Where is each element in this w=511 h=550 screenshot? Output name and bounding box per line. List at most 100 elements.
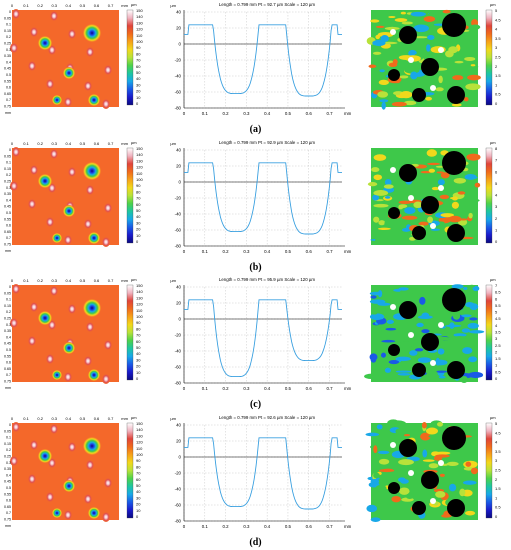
surface-peak <box>64 97 72 107</box>
colorbar <box>126 9 134 106</box>
profile-y-tick: 20 <box>176 163 181 168</box>
y-tick-label: 0.3 <box>6 460 11 464</box>
x-tick-label: 0.3 <box>51 278 57 283</box>
colorbar-tick: 0 <box>495 514 498 519</box>
y-tick-label: 0.7 <box>6 373 11 377</box>
colorbar-tick: 1 <box>495 82 498 87</box>
y-tick-label: mm <box>5 386 11 390</box>
colorbar-tick: 1 <box>495 227 498 232</box>
colorbar-tick: 90 <box>136 320 141 325</box>
surface-peak <box>30 164 38 175</box>
residual-patch <box>449 196 458 199</box>
left-surface-map: 0 0.1 0.2 0.3 0.4 0.5 0.6 0.7 mm 0 0.05 0.1 0.15 0.2 0… <box>4 140 143 253</box>
colorbar-tick: 0 <box>136 239 139 244</box>
colorbar <box>126 422 134 518</box>
residual-patch <box>418 221 429 226</box>
residual-patch <box>375 329 382 333</box>
surface-peak <box>86 459 94 470</box>
residual-patch <box>394 18 408 22</box>
left-surface-map: 0 0.1 0.2 0.3 0.4 0.5 0.6 0.7 mm 0 0.05 0.1 0.15 0.2 0… <box>4 2 143 115</box>
y-tick-label: 0 <box>9 148 11 152</box>
profile-y-tick: -40 <box>175 74 182 79</box>
colorbar-tick: 70 <box>136 333 141 338</box>
profile-y-tick: -60 <box>175 90 182 95</box>
residual-patch <box>397 373 411 376</box>
residual-patch <box>426 42 441 45</box>
masked-hole <box>421 195 439 214</box>
residual-patch <box>378 450 390 454</box>
y-tick-label: 0.2 <box>6 448 11 452</box>
y-tick-label: 0.35 <box>4 54 11 58</box>
colorbar-tick: 140 <box>136 14 143 19</box>
colorbar-tick: 2 <box>495 64 498 69</box>
residual-patch <box>384 178 392 186</box>
colorbar-tick: 130 <box>136 433 143 438</box>
x-tick-label: 0.4 <box>66 416 72 421</box>
residual-patch <box>465 461 472 467</box>
residual-patch <box>438 353 448 360</box>
y-tick-label: 0.2 <box>6 35 11 39</box>
profile-x-tick: 0.4 <box>264 386 271 391</box>
colorbar-tick: 0 <box>495 239 498 244</box>
profile-y-tick: 20 <box>176 301 181 306</box>
masked-peak <box>430 222 436 229</box>
residual-patch <box>373 216 380 223</box>
residual-patch <box>451 336 468 342</box>
y-tick-label: 0.35 <box>4 329 11 333</box>
colorbar-tick: 140 <box>136 427 143 432</box>
y-tick-label: 0.45 <box>4 204 11 208</box>
residual-patch <box>425 427 438 435</box>
colorbar-tick: 50 <box>136 70 141 75</box>
masked-hole <box>442 13 466 37</box>
dimple-mark <box>63 342 75 354</box>
profile-x-unit: mm <box>344 111 352 116</box>
residual-patch <box>409 350 418 356</box>
colorbar-tick: 0.5 <box>495 504 501 509</box>
masked-hole <box>388 69 400 81</box>
x-tick-label: 0.6 <box>94 141 100 146</box>
colorbar-tick: 80 <box>136 51 141 56</box>
surface-peak <box>68 166 76 177</box>
profile-y-tick: -80 <box>175 243 182 248</box>
colorbar-tick: 8 <box>495 146 498 151</box>
residual-patch <box>446 461 459 466</box>
residual-patch <box>462 479 477 485</box>
profile-chart: Length = 0.799 mm Pt = 92.6 µm Scale = 1… <box>170 415 351 529</box>
x-tick-label: 0.3 <box>51 3 57 8</box>
colorbar-tick: 50 <box>136 345 141 350</box>
colorbar-tick: 2.5 <box>495 55 501 60</box>
profile-x-tick: 0.4 <box>264 111 271 116</box>
colorbar-tick: 130 <box>136 295 143 300</box>
y-tick-label: 0.75 <box>4 517 11 521</box>
profile-x-tick: 0.4 <box>264 524 271 529</box>
residual-patch <box>463 97 469 102</box>
colorbar-tick: 70 <box>136 470 141 475</box>
left-surface-map: 0 0.1 0.2 0.3 0.4 0.5 0.6 0.7 mm 0 0.05 0.1 0.15 0.2 0… <box>4 415 143 528</box>
residual-patch <box>422 458 435 462</box>
masked-peak <box>408 469 414 476</box>
profile-y-tick: 20 <box>176 26 181 31</box>
masked-peak <box>438 47 444 53</box>
surface-background <box>12 147 119 245</box>
residual-patch <box>465 496 478 501</box>
residual-patch <box>410 11 426 17</box>
profile-y-tick: -80 <box>175 381 182 386</box>
residual-patch <box>403 433 411 436</box>
residual-patch <box>377 302 391 306</box>
colorbar-tick: 4.5 <box>495 17 501 22</box>
residual-patch <box>372 39 386 47</box>
colorbar-tick: 100 <box>136 314 143 319</box>
residual-patch <box>373 173 383 180</box>
residual-patch <box>442 9 451 14</box>
residual-patch <box>467 74 481 81</box>
surface-background <box>12 285 119 382</box>
residual-patch <box>377 227 391 230</box>
colorbar-tick: 20 <box>136 364 141 369</box>
residual-patch <box>373 153 387 161</box>
residual-patch <box>440 212 454 217</box>
profile-y-tick: -20 <box>175 58 182 63</box>
colorbar-unit: µm <box>131 277 137 282</box>
colorbar-tick: 0 <box>136 101 139 106</box>
dimple-mark <box>63 67 75 79</box>
panel-caption: (a) <box>249 124 262 135</box>
